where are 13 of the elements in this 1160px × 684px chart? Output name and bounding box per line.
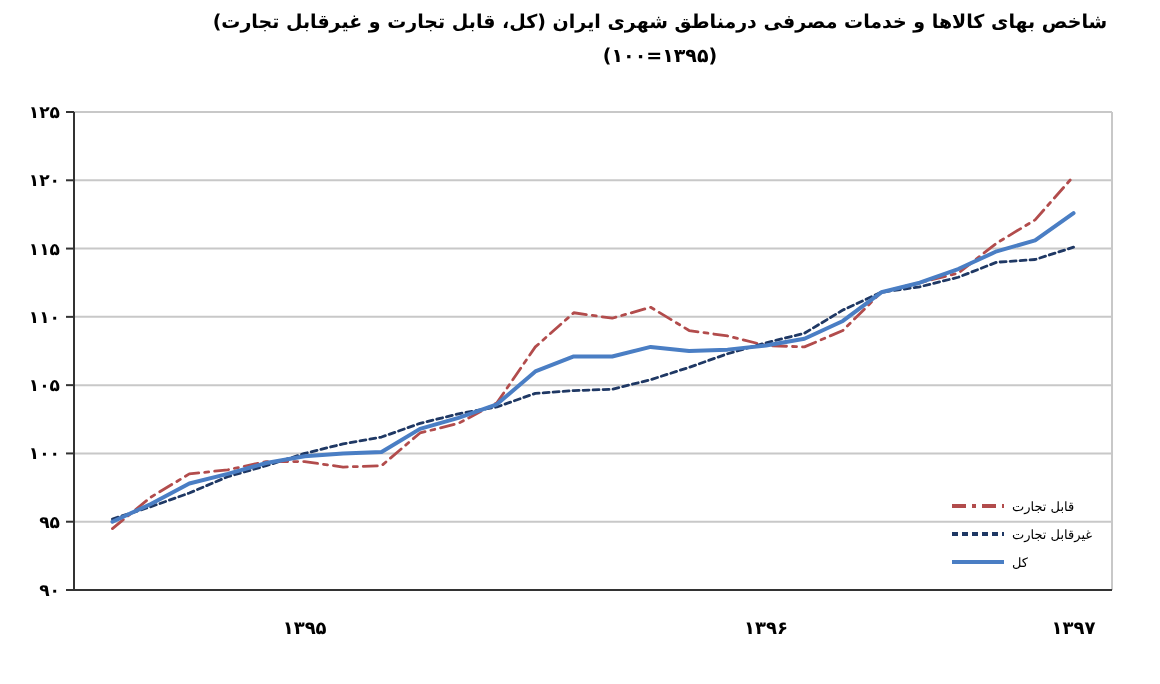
x-tick-label: ۱۳۹۵	[282, 620, 328, 640]
y-tick-label: ۱۲۰	[28, 172, 60, 193]
chart-subtitle: (۱۰۰=۱۳۹۵)	[602, 46, 718, 68]
x-tick-label: ۱۳۹۷	[1051, 620, 1097, 640]
y-tick-label: ۹۰	[39, 581, 60, 602]
y-tick-label: ۱۲۵	[28, 103, 60, 124]
y-tick-label: ۱۱۰	[28, 308, 60, 329]
x-tick-label: ۱۳۹۶	[744, 620, 788, 640]
y-tick-label: ۱۰۵	[28, 377, 60, 398]
chart-title: شاخص بهای کالاها و خدمات مصرفی درمناطق شهری ایران (کل، قابل تجارت و غیرقابل تجارت)	[212, 12, 1108, 34]
y-tick-label: ۱۱۵	[28, 240, 60, 261]
y-tick-label: ۱۰۰	[28, 445, 60, 466]
y-tick-label: ۹۵	[39, 513, 60, 534]
